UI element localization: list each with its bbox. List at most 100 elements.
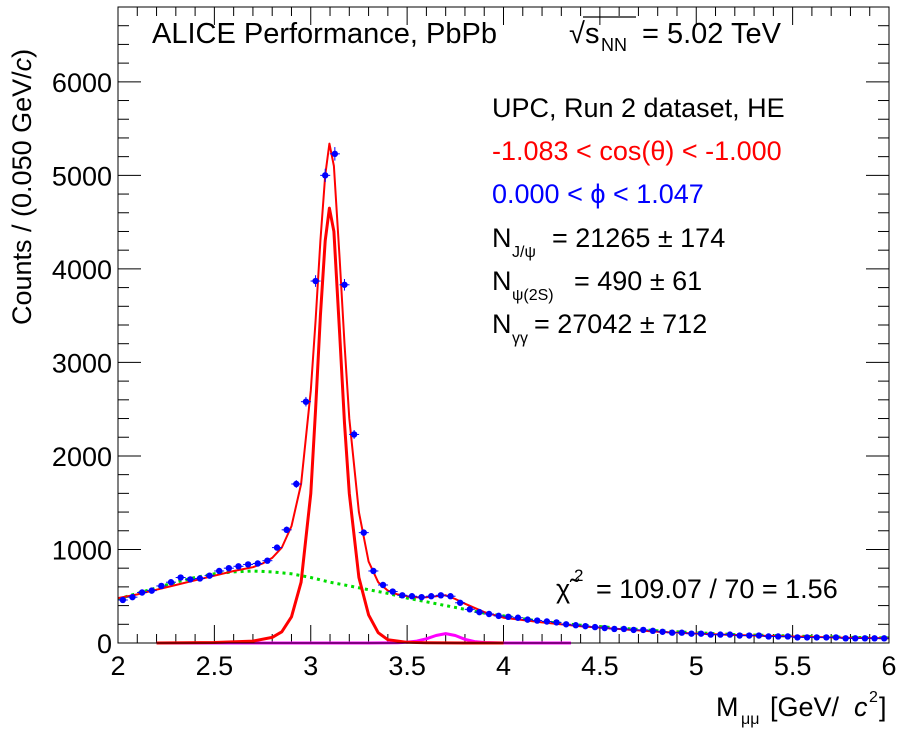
data-point — [659, 628, 666, 635]
curve-jpsi — [156, 206, 504, 645]
data-point — [428, 593, 435, 600]
data-point — [514, 614, 522, 621]
data-point — [620, 625, 628, 633]
data-point — [582, 622, 589, 630]
phi-cut-label: 0.000 < ϕ < 1.047 — [492, 179, 704, 209]
data-point — [129, 593, 136, 601]
data-point — [370, 567, 377, 575]
data-point — [447, 593, 454, 600]
data-point — [678, 629, 685, 636]
data-point — [360, 529, 367, 536]
svg-text:= 27042 ± 712: = 27042 ± 712 — [534, 309, 707, 339]
y-tick-label: 3000 — [52, 348, 112, 378]
npsi2s-label: N ψ(2S) = 490 ± 61 — [492, 266, 702, 304]
data-point — [823, 634, 830, 641]
data-point — [196, 575, 204, 582]
data-point — [485, 610, 493, 618]
chart-title: ALICE Performance, PbPb — [152, 18, 497, 50]
data-point — [871, 635, 878, 642]
data-point — [350, 431, 358, 438]
svg-text:]: ] — [879, 692, 887, 722]
data-point — [389, 588, 396, 595]
data-point — [543, 618, 551, 625]
data-point — [418, 593, 425, 601]
data-point — [379, 581, 387, 589]
data-point — [630, 626, 637, 634]
data-point — [225, 564, 233, 572]
data-point — [158, 582, 165, 590]
svg-text:2: 2 — [574, 566, 583, 585]
data-point — [832, 634, 840, 641]
y-tick-label: 5000 — [52, 161, 112, 191]
svg-text:J/ψ: J/ψ — [512, 244, 536, 261]
y-axis-label: Counts / (0.050 GeV/c) — [7, 49, 37, 325]
data-point — [794, 634, 801, 641]
data-point — [726, 631, 734, 638]
svg-text:γγ: γγ — [512, 330, 528, 347]
x-tick-label: 5 — [689, 651, 704, 681]
data-point — [524, 616, 531, 623]
data-point — [601, 624, 608, 632]
x-tick-label: 3.5 — [388, 651, 426, 681]
svg-text:= 5.02 TeV: = 5.02 TeV — [642, 18, 782, 50]
data-point — [273, 544, 281, 551]
data-point — [640, 626, 647, 634]
data-point — [774, 633, 782, 640]
svg-text:s: s — [585, 18, 600, 50]
data-point — [842, 635, 849, 642]
svg-text:= 490 ± 61: = 490 ± 61 — [574, 266, 702, 296]
data-point — [717, 631, 724, 638]
x-axis-label: M μμ [GeV/ c 2 ] — [716, 689, 887, 728]
data-point — [466, 606, 473, 613]
x-tick-label: 6 — [881, 651, 896, 681]
dataset-label: UPC, Run 2 dataset, HE — [492, 93, 785, 123]
data-point — [803, 634, 811, 641]
data-point — [138, 589, 146, 596]
tick-labels: 2 2.5 3 3.5 4 4.5 5 5.5 6 0 1000 2000 3000 4000 5000 60… — [52, 68, 897, 681]
data-point — [688, 630, 695, 637]
x-tick-label: 5.5 — [774, 651, 812, 681]
data-point — [399, 592, 406, 599]
data-point — [765, 633, 772, 640]
svg-text:M: M — [716, 692, 739, 722]
svg-text:c: c — [854, 692, 868, 722]
cos-cut-label: -1.083 < cos(θ) < -1.000 — [492, 136, 782, 166]
data-point — [167, 579, 175, 586]
curve-background — [117, 569, 890, 640]
data-point — [341, 281, 348, 288]
svg-text:N: N — [492, 309, 512, 339]
data-point — [244, 561, 252, 568]
svg-text:2: 2 — [869, 689, 878, 706]
data-points — [117, 147, 890, 642]
y-tick-label: 4000 — [52, 255, 112, 285]
data-point — [495, 612, 502, 620]
data-point — [302, 398, 310, 405]
data-point — [755, 632, 763, 639]
data-point — [861, 635, 869, 642]
data-point — [572, 622, 579, 629]
data-point — [553, 619, 560, 626]
data-point — [283, 526, 290, 534]
y-tick-label: 1000 — [52, 535, 112, 565]
svg-text:μμ: μμ — [741, 711, 759, 728]
svg-text:ψ(2S): ψ(2S) — [512, 287, 554, 304]
x-tick-label: 4.5 — [581, 651, 619, 681]
data-point — [611, 625, 618, 633]
data-point — [264, 557, 271, 564]
svg-text:NN: NN — [601, 35, 627, 55]
data-point — [254, 560, 261, 567]
data-point — [746, 632, 753, 639]
data-point — [707, 631, 714, 638]
data-point — [119, 596, 127, 604]
svg-text:= 21265 ± 174: = 21265 ± 174 — [552, 223, 725, 253]
y-tick-label: 6000 — [52, 68, 112, 98]
ngg-label: N γγ = 27042 ± 712 — [492, 309, 707, 347]
data-point — [697, 630, 705, 637]
data-point — [331, 150, 339, 158]
data-point — [215, 567, 223, 575]
data-point — [293, 480, 300, 488]
data-point — [437, 592, 445, 599]
data-point — [562, 621, 570, 628]
svg-text:N: N — [492, 223, 512, 253]
